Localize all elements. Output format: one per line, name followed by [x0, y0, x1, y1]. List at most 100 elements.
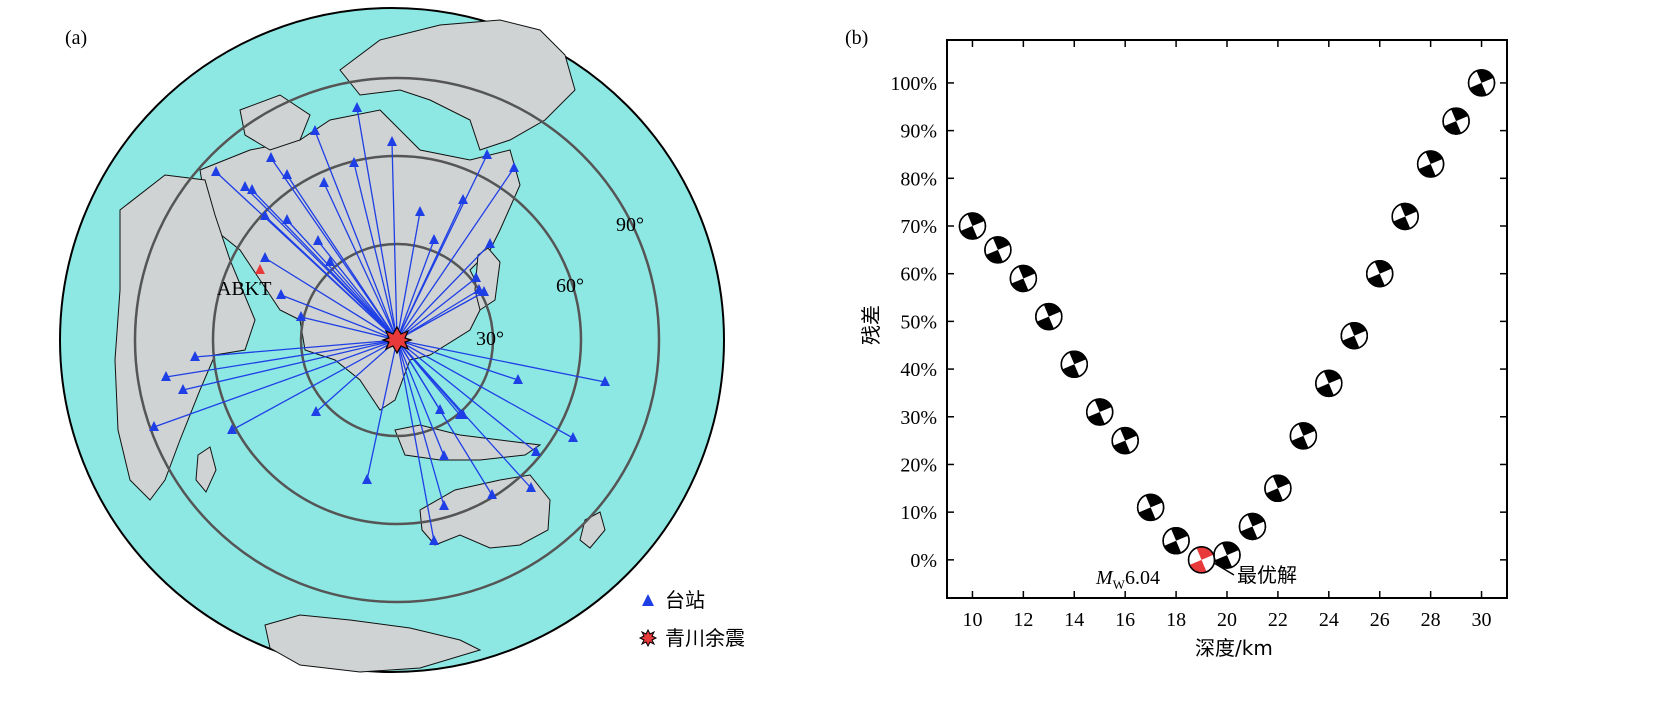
station-ray — [286, 174, 398, 341]
station-ray — [396, 339, 606, 383]
station-marker — [247, 184, 257, 194]
station-marker — [211, 166, 221, 176]
station-ray — [356, 107, 398, 341]
y-tick-label: 100% — [890, 73, 937, 95]
station-ray — [396, 154, 488, 341]
station-marker — [296, 311, 306, 321]
station-ray — [323, 182, 398, 341]
station-marker — [439, 500, 449, 510]
land-greenland — [239, 94, 311, 151]
station-marker — [439, 450, 449, 460]
station-ray — [194, 339, 398, 358]
y-tick-label: 70% — [900, 216, 937, 238]
beachball-best — [1187, 546, 1216, 574]
station-marker — [325, 256, 335, 266]
station-marker — [240, 181, 250, 191]
ring-60 — [211, 154, 583, 526]
magnitude-label: MW6.04 — [1095, 567, 1160, 592]
station-marker — [471, 272, 481, 282]
station-ray — [280, 294, 398, 341]
station-marker — [276, 289, 286, 299]
x-tick-label: 24 — [1319, 609, 1339, 631]
legend: 台站 青川余震 — [638, 588, 745, 650]
x-tick-label: 20 — [1217, 609, 1237, 631]
magnitude-m: M — [1095, 567, 1114, 589]
y-tick-label: 30% — [900, 407, 937, 429]
station-marker — [313, 235, 323, 245]
legend-event-label: 青川余震 — [665, 626, 745, 650]
station-ray — [396, 239, 435, 341]
ring-30 — [299, 242, 495, 438]
station-marker — [458, 194, 468, 204]
y-tick-label: 60% — [900, 264, 937, 286]
station-marker — [190, 351, 200, 361]
station-ray — [396, 289, 480, 341]
beachball — [1060, 350, 1089, 379]
epicenter-star — [381, 325, 413, 355]
station-ray — [396, 277, 477, 341]
station-marker — [415, 206, 425, 216]
y-tick-label: 20% — [900, 454, 937, 476]
x-tick-label: 22 — [1268, 609, 1288, 631]
panel-a-label: (a) — [65, 27, 87, 49]
legend-event-icon — [638, 628, 658, 648]
station-marker — [149, 421, 159, 431]
plot-frame — [946, 39, 1508, 599]
y-tick-label: 90% — [900, 121, 937, 143]
station-marker — [485, 238, 495, 248]
station-marker — [531, 446, 541, 456]
station-ray — [366, 339, 398, 481]
y-tick-label: 40% — [900, 359, 937, 381]
station-ray — [264, 257, 398, 341]
data-points — [958, 69, 1496, 574]
station-ray — [396, 339, 574, 439]
x-tick-label: 12 — [1013, 609, 1033, 631]
panel-b-label: (b) — [845, 27, 868, 49]
beachball — [1391, 202, 1419, 231]
station-ray — [396, 339, 445, 457]
highlight-station-marker — [255, 264, 265, 274]
y-tick-label: 0% — [910, 550, 937, 572]
station-ray — [286, 219, 398, 341]
legend-station-icon — [642, 594, 654, 606]
land-madagascar — [195, 446, 217, 493]
station-ray — [329, 261, 398, 341]
y-tick-label: 80% — [900, 168, 937, 190]
station-marker — [568, 432, 578, 442]
x-tick-label: 26 — [1370, 609, 1390, 631]
station-marker — [227, 424, 237, 434]
station-ray — [396, 339, 435, 542]
y-tick-label: 50% — [900, 311, 937, 333]
ring-90 — [133, 76, 661, 604]
beachball — [1416, 150, 1445, 178]
station-marker — [482, 149, 492, 159]
station-marker — [458, 409, 468, 419]
station-ray — [396, 339, 493, 496]
station-marker — [266, 152, 276, 162]
station-marker — [282, 169, 292, 179]
x-tick-label: 14 — [1064, 609, 1084, 631]
best-solution-label: 最优解 — [1237, 563, 1297, 587]
station-ray — [153, 339, 398, 428]
station-ray — [300, 316, 398, 341]
station-marker — [349, 157, 359, 167]
beachball — [1213, 541, 1241, 569]
legend-station-label: 台站 — [665, 588, 705, 612]
y-axis-label: 残差 — [859, 305, 883, 345]
beachball — [1238, 512, 1267, 541]
beachball — [1340, 321, 1369, 350]
y-tick-label: 10% — [900, 502, 937, 524]
ring-label-30: 30° — [476, 328, 504, 350]
station-marker — [161, 371, 171, 381]
station-ray — [396, 291, 485, 341]
x-tick-label: 28 — [1421, 609, 1441, 631]
station-ray — [315, 339, 398, 413]
beachball — [1467, 69, 1496, 97]
station-ray — [251, 189, 398, 341]
beachball — [1035, 302, 1063, 331]
beachball — [1264, 474, 1292, 503]
station-ray — [182, 339, 398, 391]
station-ray — [165, 339, 398, 378]
station-ray — [396, 167, 515, 341]
